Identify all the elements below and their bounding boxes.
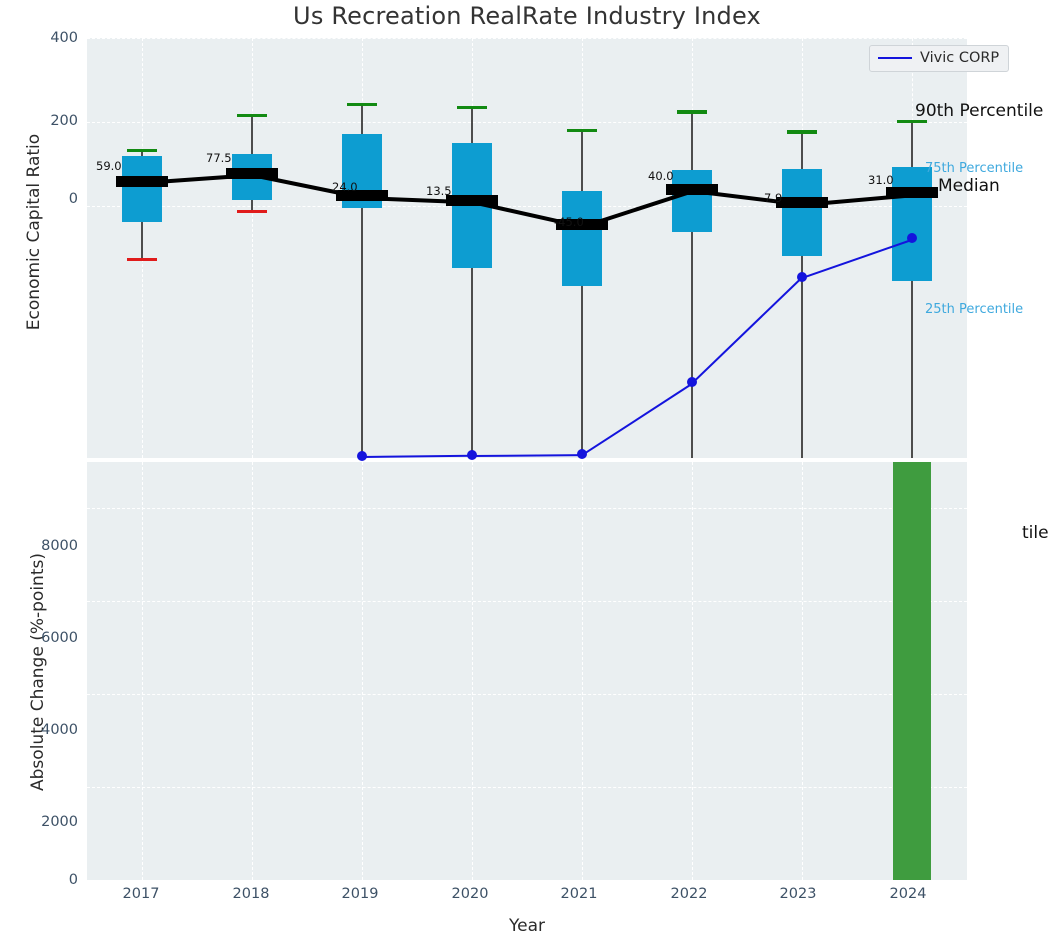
xtick-2022: 2022 bbox=[670, 886, 708, 902]
page-title: Us Recreation RealRate Industry Index bbox=[293, 2, 761, 30]
company-line-segment bbox=[582, 382, 694, 456]
whisker-cap-high-icon bbox=[567, 128, 597, 132]
whisker-cap-high-icon bbox=[237, 113, 267, 117]
gridline-vertical bbox=[252, 462, 253, 880]
gridline-vertical bbox=[802, 462, 803, 880]
median-marker bbox=[446, 194, 498, 206]
median-value-label: -45.0 bbox=[554, 214, 584, 229]
company-data-point[interactable] bbox=[797, 271, 807, 282]
whisker-cap-high-icon bbox=[347, 102, 377, 106]
median-value-label: 31.0 bbox=[868, 172, 894, 187]
xtick-2024: 2024 bbox=[889, 886, 927, 902]
upper-ytick-0: 0 bbox=[68, 191, 78, 207]
lower-y-axis-label: Absolute Change (%-points) bbox=[28, 553, 48, 791]
xtick-2023: 2023 bbox=[779, 886, 817, 902]
gridline-vertical bbox=[142, 462, 143, 880]
company-line-segment bbox=[362, 454, 473, 458]
whisker-cap-high-icon bbox=[127, 148, 157, 152]
median-marker bbox=[886, 187, 938, 199]
box-iqr bbox=[122, 156, 162, 222]
lower-ytick-4000: 4000 bbox=[41, 722, 78, 738]
whisker-line bbox=[911, 121, 913, 458]
annotation-90th-percentile: 90th Percentile bbox=[915, 101, 1044, 121]
upper-plot-area: 59.0 77.5 24.0 13.5 -45.0 40.0 7.9 31.0 bbox=[87, 38, 967, 461]
median-marker bbox=[116, 175, 168, 187]
annotation-25th-percentile: 25th Percentile bbox=[925, 302, 1024, 317]
box-iqr bbox=[892, 167, 932, 281]
annotation-median: Median bbox=[938, 176, 1000, 196]
whisker-cap-high-icon bbox=[787, 130, 817, 134]
gridline-horizontal bbox=[87, 694, 967, 696]
x-axis-label: Year bbox=[509, 916, 545, 936]
gridline-horizontal bbox=[87, 787, 967, 789]
median-value-label: 24.0 bbox=[332, 179, 358, 194]
absolute-change-bar[interactable] bbox=[893, 462, 931, 880]
xtick-2019: 2019 bbox=[341, 886, 379, 902]
gridline-horizontal bbox=[87, 206, 967, 207]
gridline-horizontal bbox=[87, 508, 967, 510]
annotation-75th-percentile: 75th Percentile bbox=[925, 161, 1024, 176]
whisker-line bbox=[691, 111, 693, 458]
median-value-label: 59.0 bbox=[96, 159, 122, 174]
legend[interactable]: Vivic CORP bbox=[869, 45, 1010, 72]
box-iqr bbox=[562, 190, 602, 286]
legend-line-icon bbox=[878, 57, 912, 59]
whisker-cap-high-icon bbox=[897, 119, 927, 124]
whisker-cap-high-icon bbox=[457, 105, 487, 109]
xtick-2017: 2017 bbox=[122, 886, 160, 902]
gridline-horizontal bbox=[87, 601, 967, 603]
lower-ytick-0: 0 bbox=[68, 872, 78, 888]
gridline-vertical bbox=[362, 462, 363, 880]
upper-ytick-400: 400 bbox=[50, 30, 78, 46]
whisker-line bbox=[581, 130, 583, 458]
company-line-segment bbox=[472, 453, 583, 457]
median-marker bbox=[336, 190, 388, 202]
whisker-line bbox=[361, 104, 363, 458]
gridline-horizontal bbox=[87, 122, 967, 123]
gridline-horizontal bbox=[87, 38, 967, 39]
gridline-vertical bbox=[692, 462, 693, 880]
company-data-point[interactable] bbox=[577, 448, 587, 459]
xtick-2018: 2018 bbox=[232, 886, 270, 902]
company-data-point[interactable] bbox=[357, 450, 367, 461]
median-value-label: 13.5 bbox=[426, 184, 452, 199]
whisker-cap-high-icon bbox=[677, 110, 707, 114]
company-data-point[interactable] bbox=[687, 377, 697, 388]
lower-plot-area bbox=[87, 462, 967, 881]
xtick-2021: 2021 bbox=[560, 886, 598, 902]
median-marker bbox=[666, 183, 718, 195]
box-iqr bbox=[782, 169, 822, 256]
company-data-point[interactable] bbox=[467, 449, 477, 460]
gridline-vertical bbox=[472, 462, 473, 880]
box-iqr bbox=[672, 170, 712, 233]
upper-ytick-200: 200 bbox=[50, 113, 78, 129]
median-marker bbox=[776, 197, 828, 209]
median-marker bbox=[226, 167, 278, 179]
gridline-horizontal bbox=[87, 880, 967, 881]
whisker-line bbox=[801, 132, 803, 458]
lower-ytick-6000: 6000 bbox=[41, 630, 78, 646]
median-marker bbox=[556, 219, 608, 231]
median-value-label: 40.0 bbox=[648, 169, 674, 184]
whisker-cap-low-icon bbox=[237, 210, 267, 214]
gridline-vertical bbox=[582, 462, 583, 880]
xtick-2020: 2020 bbox=[451, 886, 489, 902]
annotation-10th-percentile-clipped: tile bbox=[1022, 523, 1049, 543]
whisker-cap-low-icon bbox=[127, 258, 157, 262]
median-value-label: 7.9 bbox=[764, 190, 783, 205]
company-data-point[interactable] bbox=[907, 233, 917, 244]
median-value-label: 77.5 bbox=[206, 151, 232, 166]
whisker-line bbox=[471, 107, 473, 458]
lower-ytick-2000: 2000 bbox=[41, 814, 78, 830]
upper-y-axis-label: Economic Capital Ratio bbox=[24, 133, 44, 331]
gridline-vertical bbox=[252, 38, 253, 458]
legend-label-vivic-corp: Vivic CORP bbox=[920, 50, 1000, 66]
lower-ytick-8000: 8000 bbox=[41, 538, 78, 554]
company-line-segment bbox=[692, 276, 804, 384]
